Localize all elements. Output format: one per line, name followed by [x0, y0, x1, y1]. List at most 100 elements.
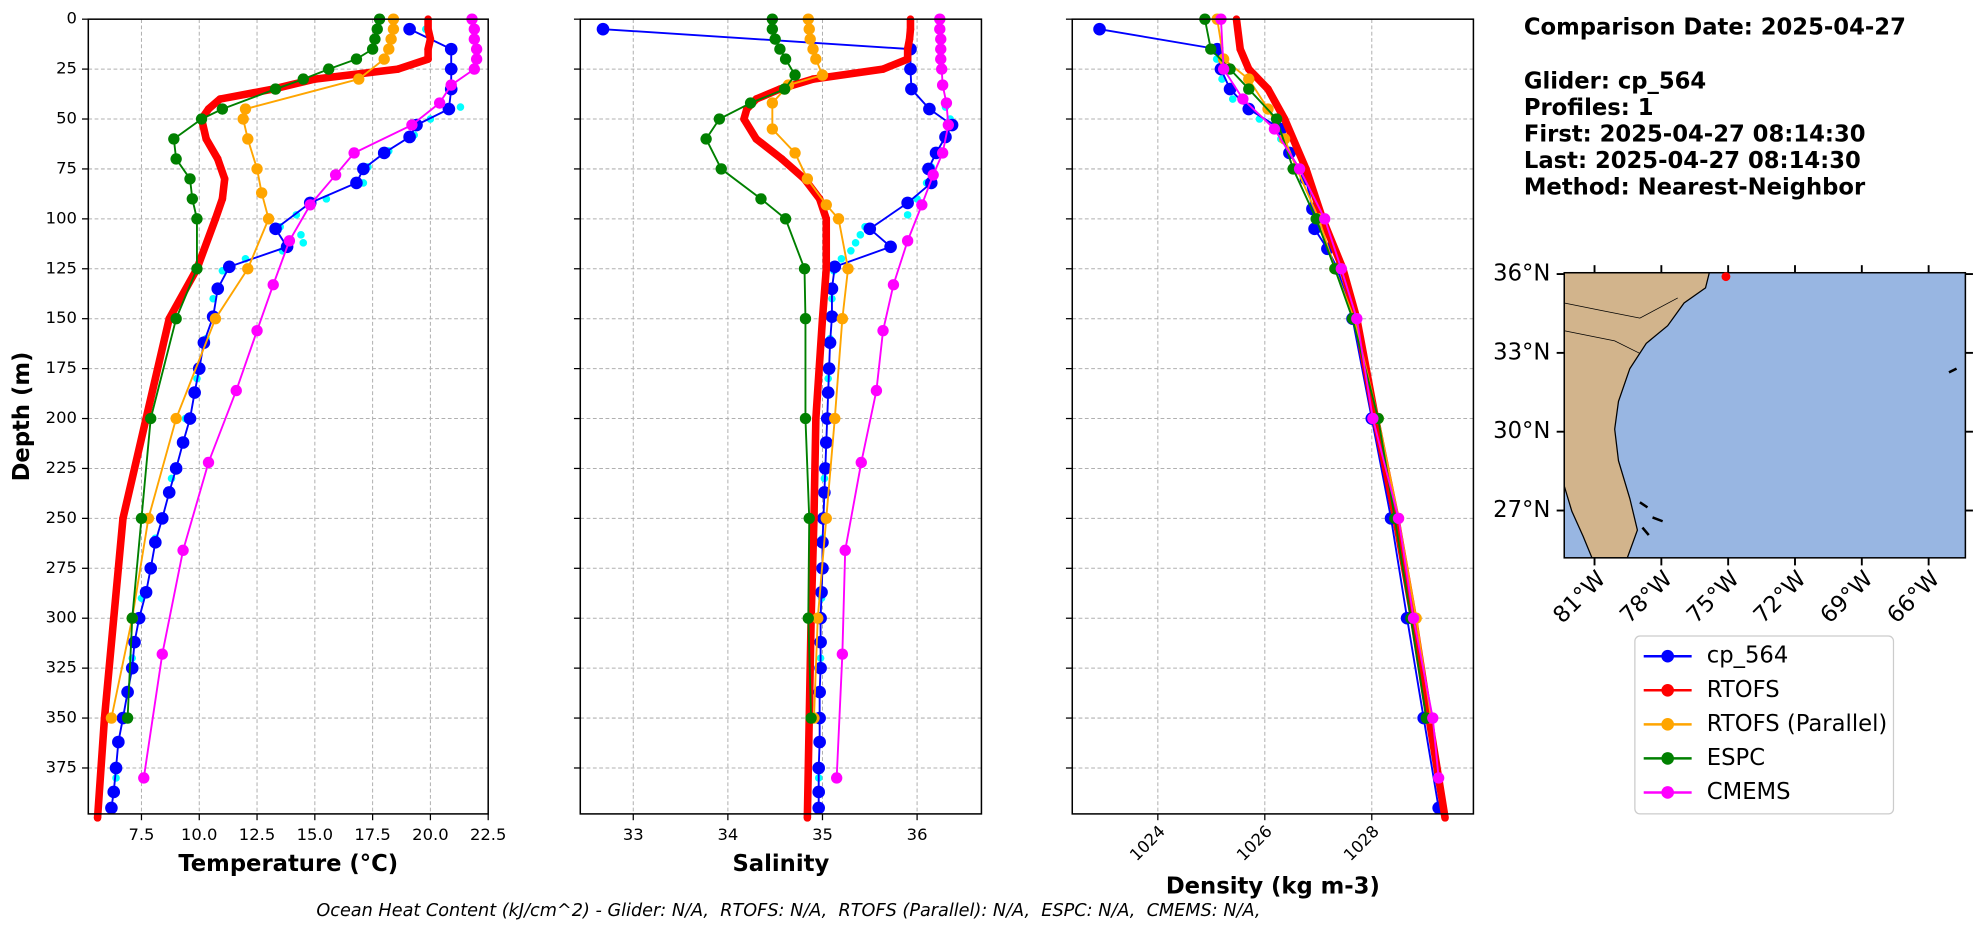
- profile-point: [188, 386, 201, 399]
- y-tick-label: 100: [46, 208, 77, 227]
- map-x-tick-label: 75°W: [1682, 566, 1745, 629]
- profile-point: [789, 69, 801, 81]
- profile-line: [835, 19, 950, 779]
- profile-point: [870, 384, 883, 397]
- profile-point: [394, 65, 402, 73]
- profile-point: [821, 386, 835, 399]
- profile-point: [813, 735, 826, 749]
- profile-point: [125, 661, 139, 675]
- x-tick-label: 36: [907, 825, 928, 844]
- profile-point: [239, 103, 252, 115]
- profile-point: [836, 648, 849, 660]
- profile-point: [778, 155, 786, 163]
- x-tick-label: 10.0: [181, 825, 217, 844]
- profile-point: [779, 213, 792, 225]
- map-border: [1564, 330, 1641, 354]
- profile-point: [387, 23, 400, 35]
- profile-point: [816, 536, 829, 549]
- profile-point: [195, 113, 208, 125]
- legend-swatch-marker: [1661, 752, 1674, 765]
- profile-point: [424, 55, 432, 63]
- profile-point: [1367, 412, 1379, 425]
- profile-point: [269, 83, 282, 95]
- profile-point: [766, 23, 779, 35]
- legend-label: RTOFS (Parallel): [1707, 711, 1887, 737]
- map-y-tick-label: 30°N: [1493, 418, 1550, 444]
- profile-point: [812, 801, 826, 815]
- profile-point: [470, 43, 483, 55]
- profile-point: [839, 544, 851, 557]
- axes-frame: [87, 18, 489, 815]
- profile-point: [942, 119, 954, 131]
- profile-point: [863, 222, 877, 236]
- profile-point: [804, 33, 816, 45]
- profile-point: [385, 33, 397, 45]
- profile-point: [596, 22, 610, 36]
- profile-point: [126, 612, 138, 624]
- profile-point: [923, 102, 936, 116]
- legend-label: RTOFS: [1707, 677, 1780, 703]
- profile-point: [934, 23, 946, 35]
- profile-point: [905, 82, 918, 96]
- profile-point: [112, 735, 125, 749]
- profile-point: [329, 169, 342, 181]
- y-tick-label: 200: [46, 408, 77, 427]
- profile-point: [822, 362, 836, 375]
- profile-point: [803, 512, 815, 525]
- profile-point: [1392, 512, 1405, 525]
- profile-point: [766, 97, 779, 109]
- profile-point: [220, 175, 229, 183]
- profile-point: [267, 279, 279, 291]
- profile-point: [1308, 222, 1321, 236]
- profile-point: [936, 147, 949, 159]
- profile-point: [1244, 65, 1253, 73]
- profile-point: [744, 97, 757, 109]
- profile-point: [901, 235, 914, 247]
- profile-point: [156, 648, 168, 660]
- profile-point: [1237, 93, 1249, 105]
- profile-point: [766, 123, 779, 135]
- profile-point: [138, 772, 150, 784]
- profile-point: [424, 25, 432, 33]
- y-tick-label: 350: [46, 708, 77, 727]
- profile-point: [825, 282, 839, 296]
- x-tick-label: 22.5: [470, 825, 506, 844]
- profile-point: [155, 512, 169, 525]
- profile-point: [816, 69, 829, 81]
- profile-point: [812, 414, 820, 423]
- x-tick-label: 1028: [1340, 822, 1383, 865]
- glider-location: [1721, 272, 1731, 282]
- info-line: Method: Nearest-Neighbor: [1524, 175, 1866, 201]
- profile-point: [211, 215, 220, 223]
- profile-point: [799, 313, 812, 325]
- profile-point: [803, 23, 815, 35]
- profile-point: [269, 222, 282, 236]
- profile-point: [1228, 95, 1237, 103]
- profile-line: [1220, 19, 1440, 779]
- footer: Ocean Heat Content (kJ/cm^2) - Glider: N…: [316, 901, 1260, 921]
- legend-label: CMEMS: [1707, 779, 1791, 805]
- profile-point: [168, 133, 180, 145]
- profile-point: [1432, 772, 1445, 784]
- profile-point: [109, 761, 123, 775]
- profile-point: [433, 97, 446, 109]
- profile-point: [1427, 712, 1439, 724]
- profile-point: [251, 163, 263, 175]
- map-frame: [1563, 271, 1967, 559]
- legend-label: cp_564: [1707, 643, 1789, 669]
- profile-point: [183, 412, 197, 425]
- legend-swatch-marker: [1661, 649, 1674, 663]
- profile-point: [814, 661, 827, 675]
- profile-point: [829, 412, 841, 425]
- profile-point: [836, 313, 849, 325]
- profile-point: [186, 193, 198, 205]
- profile-point: [1217, 63, 1230, 75]
- profile-point: [823, 336, 837, 349]
- profile-point: [805, 712, 817, 724]
- profile-point: [856, 231, 865, 239]
- profile-point: [170, 412, 182, 425]
- map-x-tick-label: 66°W: [1882, 566, 1945, 629]
- profile-point: [927, 169, 939, 181]
- profile-point: [801, 173, 814, 185]
- map-border: [1564, 297, 1678, 319]
